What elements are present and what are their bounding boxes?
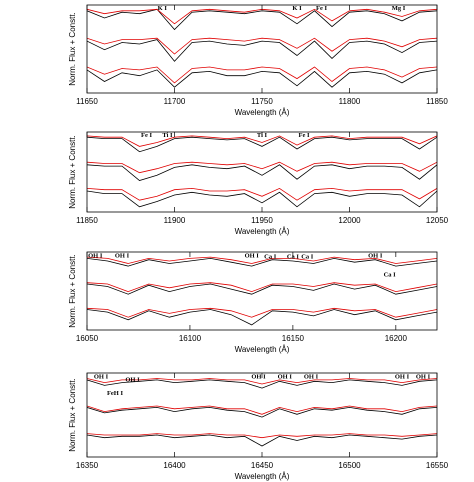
x-tick-label: 12000 [338, 216, 361, 225]
line-label: K I [158, 5, 168, 12]
spectrum-line [87, 434, 437, 447]
line-label: OH I [395, 374, 410, 381]
line-label: Mg I [392, 5, 406, 12]
x-tick-label: 16150 [282, 334, 305, 343]
line-label: K I [292, 5, 302, 12]
spectrum-line [87, 309, 437, 326]
plot-area [87, 8, 437, 88]
y-axis-label: Norm. Flux + Constt. [68, 12, 77, 86]
x-axis-label: Wavelength (Å) [235, 227, 290, 236]
x-tick-label: 11850 [76, 216, 98, 225]
spectrum-line [87, 257, 437, 267]
x-tick-label: 11850 [426, 97, 448, 106]
spectrum-line [87, 187, 437, 201]
spectrum-line [87, 8, 437, 31]
x-tick-label: 16200 [385, 334, 408, 343]
line-label: OH I [88, 252, 103, 259]
spectrum-line [87, 69, 437, 88]
line-label: Ti I [162, 132, 173, 139]
x-tick-label: 11900 [164, 216, 186, 225]
plot-area [87, 135, 437, 208]
x-tick-label: 16400 [163, 461, 186, 470]
x-tick-label: 16100 [179, 334, 202, 343]
spectrum-line [87, 161, 437, 174]
x-tick-label: 12050 [426, 216, 449, 225]
spectrum-line [87, 283, 437, 295]
line-label: OH I [416, 374, 431, 381]
axes-frame [86, 131, 438, 213]
x-tick-label: 16350 [76, 461, 99, 470]
spectrum-line [87, 405, 437, 415]
spectrum-line [87, 433, 437, 439]
line-label: Ti I [257, 132, 268, 139]
x-tick-label: 16550 [426, 461, 449, 470]
x-tick-label: 11700 [164, 97, 186, 106]
x-tick-label: 11650 [76, 97, 98, 106]
line-label: Ca I [264, 254, 277, 261]
line-label: OH I [245, 252, 260, 259]
line-label: FeH I [107, 390, 124, 397]
line-label: Fe I [316, 5, 327, 12]
spectrum-line [87, 406, 437, 418]
x-axis-label: Wavelength (Å) [235, 345, 290, 354]
line-label: OH I [251, 374, 266, 381]
x-tick-label: 11950 [251, 216, 273, 225]
line-label: OH I [125, 376, 140, 383]
plot-area [87, 378, 437, 447]
line-label: OH I [115, 252, 130, 259]
x-tick-label: 11750 [251, 97, 273, 106]
spectrum-line [87, 136, 437, 153]
y-axis-label: Norm. Flux + Constt. [68, 254, 77, 328]
y-axis-label: Norm. Flux + Constt. [68, 135, 77, 209]
line-label: OH I [278, 374, 293, 381]
spectrum-line [87, 66, 437, 84]
spectrum-line [87, 379, 437, 389]
spectrum-line [87, 190, 437, 208]
spectrum-line [87, 37, 437, 55]
x-tick-label: 16450 [251, 461, 274, 470]
spectrum-line [87, 164, 437, 181]
spectrum-line [87, 307, 437, 318]
line-label: OH I [304, 374, 319, 381]
spectrum-line [87, 256, 437, 264]
spectrum-line [87, 282, 437, 293]
line-label: Ca I [384, 272, 397, 279]
spectrum-line [87, 378, 437, 385]
plot-area [87, 256, 437, 326]
x-tick-label: 16050 [76, 334, 99, 343]
spectrum-line [87, 135, 437, 147]
axes-frame [86, 372, 438, 458]
spectrum-line [87, 8, 437, 25]
line-label: OH I [94, 374, 109, 381]
line-label: Ca I [287, 254, 300, 261]
x-tick-label: 16500 [338, 461, 361, 470]
line-label: OH I [368, 252, 383, 259]
x-axis-label: Wavelength (Å) [235, 472, 290, 481]
line-label: Fe I [298, 132, 309, 139]
axes-frame [86, 251, 438, 331]
axes-frame [86, 4, 438, 94]
x-tick-label: 11800 [339, 97, 361, 106]
line-label: Ca I [301, 254, 314, 261]
spectrum-line [87, 39, 437, 62]
line-label: Fe I [141, 132, 152, 139]
x-axis-label: Wavelength (Å) [235, 108, 290, 117]
y-axis-label: Norm. Flux + Constt. [68, 378, 77, 452]
